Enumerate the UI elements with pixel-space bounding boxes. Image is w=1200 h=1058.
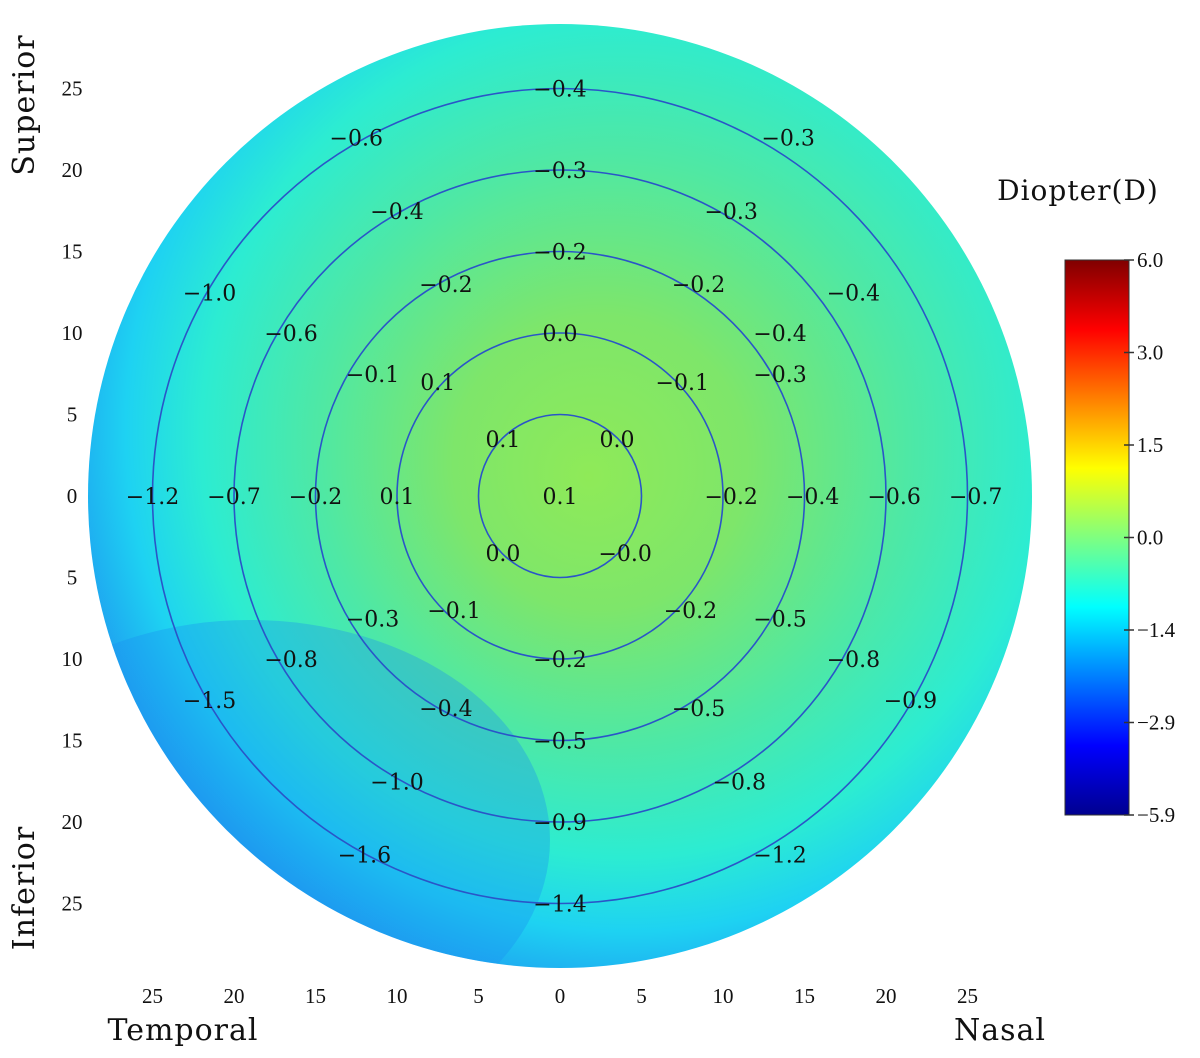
ring-10-deg [396, 332, 724, 660]
value-label: −0.8 [827, 648, 880, 673]
value-label: −1.0 [183, 281, 236, 306]
value-label: −0.6 [867, 485, 920, 510]
value-label: −1.2 [753, 844, 806, 869]
nasal-label: Nasal [954, 1013, 1046, 1048]
y-tick-label: 20 [62, 158, 83, 182]
value-label: −0.5 [533, 730, 586, 755]
value-label: −0.6 [330, 126, 383, 151]
colorbar-ticks: 6.0 3.0 1.5 0.0 −1.4 −2.9 −5.9 [1124, 248, 1176, 827]
value-label: −0.3 [346, 607, 399, 632]
value-label: −0.8 [264, 648, 317, 673]
value-label: −0.5 [753, 607, 806, 632]
colorbar-tick-label: −2.9 [1137, 711, 1175, 735]
x-tick-label: 20 [876, 984, 897, 1008]
ring-15-deg [314, 250, 806, 742]
y-axis-ticks: 25 20 15 10 5 0 5 10 15 20 25 [62, 77, 83, 916]
y-tick-label: 20 [62, 810, 83, 834]
y-tick-label: 10 [62, 647, 83, 671]
value-label: −0.5 [672, 697, 725, 722]
y-tick-label: 25 [62, 77, 83, 101]
x-tick-label: 15 [305, 984, 326, 1008]
value-label: −0.1 [427, 599, 480, 624]
value-label: −0.2 [672, 273, 725, 298]
inferior-label: Inferior [7, 826, 42, 950]
ring-20-deg [233, 169, 887, 823]
value-label: 0.0 [485, 542, 520, 567]
value-label: −0.6 [264, 322, 317, 347]
y-tick-label: 25 [62, 892, 83, 916]
x-tick-label: 5 [473, 984, 484, 1008]
value-label: 0.1 [420, 371, 455, 396]
colorbar-tick-label: −5.9 [1137, 803, 1175, 827]
value-label: −0.4 [419, 697, 472, 722]
value-label: −0.4 [827, 281, 880, 306]
y-tick-label: 15 [62, 240, 83, 264]
colorbar-tick-label: 0.0 [1137, 526, 1163, 550]
x-tick-label: 15 [794, 984, 815, 1008]
value-label: 0.1 [543, 485, 578, 510]
value-label: −1.0 [370, 770, 423, 795]
value-label: −0.4 [533, 78, 586, 103]
value-label: 0.1 [485, 428, 520, 453]
x-tick-label: 10 [387, 984, 408, 1008]
x-tick-label: 25 [142, 984, 163, 1008]
superior-label: Superior [7, 34, 42, 175]
y-tick-label: 0 [67, 484, 78, 508]
value-label: −1.2 [126, 485, 179, 510]
value-label: −0.4 [370, 200, 423, 225]
value-label: −0.2 [533, 241, 586, 266]
value-label: −1.5 [183, 689, 236, 714]
value-label: −0.2 [533, 648, 586, 673]
value-label: −0.1 [656, 371, 709, 396]
value-label: −0.0 [598, 542, 651, 567]
value-label: 0.0 [600, 428, 635, 453]
value-label: 0.1 [380, 485, 415, 510]
colorbar-tick-label: 3.0 [1137, 341, 1163, 365]
value-label: 0.0 [543, 322, 578, 347]
value-label: −0.3 [753, 363, 806, 388]
colorbar-scale [1064, 259, 1130, 816]
value-label: −0.3 [761, 126, 814, 151]
visual-field-disc [88, 24, 1032, 968]
y-tick-label: 15 [62, 729, 83, 753]
ring-25-deg [151, 87, 969, 905]
value-label: −0.2 [664, 599, 717, 624]
y-tick-label: 10 [62, 321, 83, 345]
value-label: −1.6 [338, 844, 391, 869]
value-label: −0.9 [884, 689, 937, 714]
refraction-values: −0.4 −0.6 −0.3 −0.3 −0.4 −0.3 −0.2 −0.2 −0.2 −1.0… [126, 78, 1003, 918]
value-label: −0.7 [207, 485, 260, 510]
value-label: −0.2 [289, 485, 342, 510]
value-label: −0.3 [704, 200, 757, 225]
x-axis-ticks: 25 20 15 10 5 0 5 10 15 20 25 [142, 984, 978, 1008]
x-tick-label: 5 [636, 984, 647, 1008]
value-label: −0.2 [419, 273, 472, 298]
x-tick-label: 10 [713, 984, 734, 1008]
value-label: −0.7 [949, 485, 1002, 510]
value-label: −0.3 [533, 159, 586, 184]
ring-5-deg [477, 413, 643, 579]
value-label: −1.4 [533, 893, 586, 918]
y-tick-label: 5 [67, 403, 78, 427]
y-tick-label: 5 [67, 566, 78, 590]
colorbar-tick-label: 1.5 [1137, 433, 1163, 457]
value-label: −0.4 [786, 485, 839, 510]
value-label: −0.9 [533, 811, 586, 836]
value-label: −0.1 [346, 363, 399, 388]
x-tick-label: 20 [224, 984, 245, 1008]
temporal-label: Temporal [108, 1013, 259, 1048]
value-label: −0.8 [713, 770, 766, 795]
colorbar: Diopter(D) 6.0 3.0 1.5 0.0 −1.4 −2.9 −5.9 [997, 174, 1175, 827]
value-label: −0.4 [753, 322, 806, 347]
value-label: −0.2 [704, 485, 757, 510]
colorbar-tick-label: 6.0 [1137, 248, 1163, 272]
colorbar-tick-label: −1.4 [1137, 618, 1176, 642]
colorbar-title: Diopter(D) [997, 174, 1159, 207]
eccentricity-rings [151, 87, 969, 905]
x-tick-label: 0 [555, 984, 566, 1008]
x-tick-label: 25 [957, 984, 978, 1008]
